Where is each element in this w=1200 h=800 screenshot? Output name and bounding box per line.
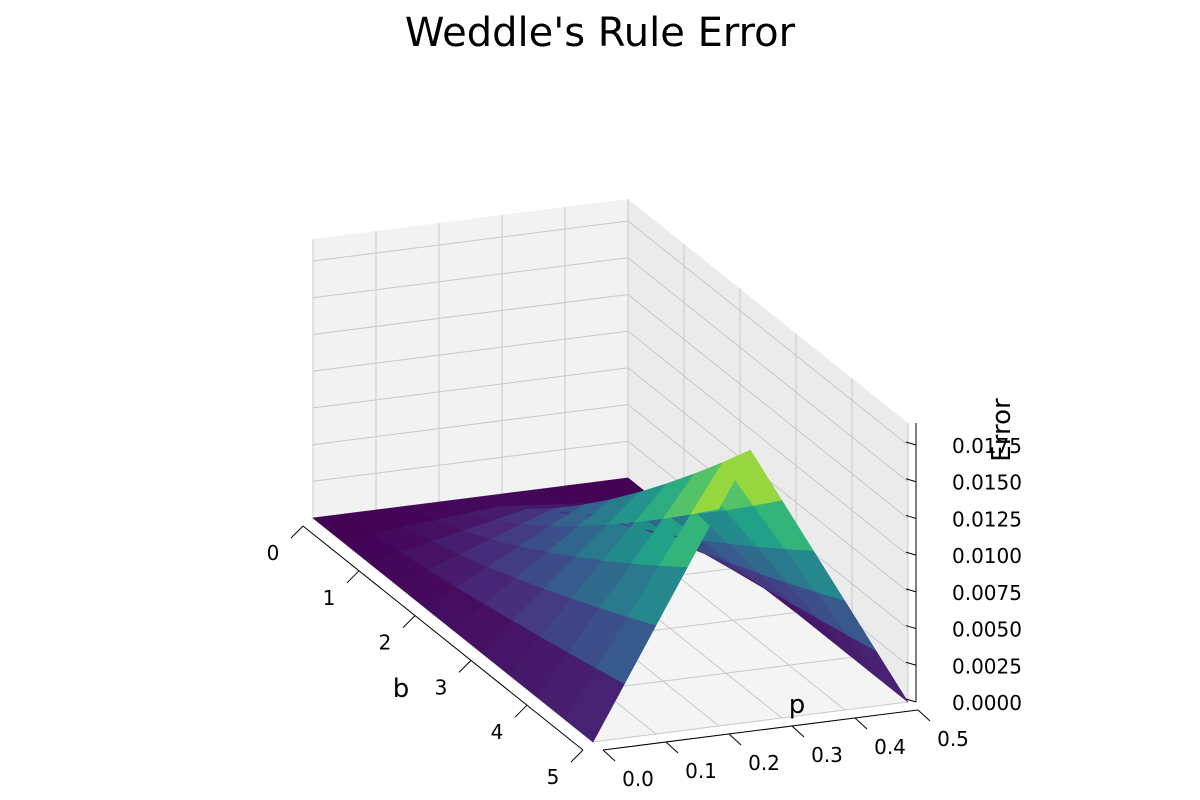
y-tick-mark (665, 741, 679, 754)
z-tick-mark (905, 625, 917, 630)
z-tick-mark (905, 478, 917, 483)
tick-marks (290, 441, 931, 763)
gridline-left-z (312, 404, 629, 446)
z-tick-mark (905, 551, 917, 556)
gridline-left-z (312, 293, 629, 335)
gridline-right-z (627, 330, 909, 556)
y-axis-line (602, 709, 919, 751)
pane-back-left (313, 199, 628, 518)
z-tick-label-2: 0.0050 (952, 618, 1022, 642)
x-tick-label-0: 0 (267, 541, 280, 565)
y-tick-label-5: 0.5 (937, 727, 969, 751)
error-surface (312, 449, 909, 743)
z-tick-label-0: 0.0000 (952, 691, 1022, 715)
z-tick-label-1: 0.0025 (952, 654, 1022, 678)
gridline-right-z (627, 294, 909, 519)
x-tick-label-4: 4 (491, 720, 504, 744)
y-tick-label-0: 0.0 (622, 767, 654, 791)
axis-lines (302, 423, 919, 751)
z-tick-mark (905, 661, 917, 666)
gridline-floor-b (592, 701, 909, 743)
z-tick-label-6: 0.0150 (952, 471, 1022, 495)
gridline-right-z (627, 257, 909, 483)
z-tick-label-5: 0.0125 (952, 507, 1022, 531)
gridline-left-z (312, 440, 629, 482)
z-tick-label-4: 0.0100 (952, 544, 1022, 568)
x-tick-mark (570, 749, 584, 763)
gridline-left-z (312, 367, 629, 409)
x-axis-label: b (393, 674, 410, 704)
y-tick-mark (917, 709, 931, 722)
z-tick-mark (905, 588, 917, 593)
x-tick-label-3: 3 (435, 675, 448, 699)
z-tick-label-3: 0.0075 (952, 581, 1022, 605)
tick-labels: 0 1 2 3 4 5 0.0 0.1 0.2 0.3 0.4 0.5 0.0000 0.0025 0.00… (267, 434, 1022, 791)
x-tick-mark (402, 615, 416, 628)
y-tick-label-2: 0.2 (748, 751, 780, 775)
x-tick-label-2: 2 (379, 631, 392, 655)
y-tick-label-4: 0.4 (874, 735, 906, 759)
x-tick-mark (290, 525, 304, 539)
gridline-left-z (312, 220, 629, 262)
z-tick-mark (905, 441, 917, 446)
y-tick-label-1: 0.1 (685, 759, 717, 783)
pane-back-right (628, 199, 908, 702)
surface-patch (848, 635, 909, 703)
z-tick-mark (905, 514, 917, 519)
x-axis-line (302, 525, 584, 751)
x-tick-label-1: 1 (323, 586, 336, 610)
x-tick-label-5: 5 (547, 765, 560, 789)
y-tick-mark (728, 733, 742, 746)
chart-title: Weddle's Rule Error (405, 10, 796, 56)
y-tick-mark (854, 717, 868, 730)
y-axis-label: p (789, 690, 806, 720)
y-tick-label-3: 0.3 (811, 743, 843, 767)
x-tick-mark (346, 570, 360, 584)
gridline-right-z (627, 220, 909, 446)
x-tick-mark (514, 704, 528, 718)
y-tick-mark (602, 749, 616, 762)
gridline-left-z (312, 257, 629, 299)
y-tick-mark (791, 725, 805, 738)
z-tick-mark (905, 698, 917, 703)
x-tick-mark (458, 660, 472, 673)
z-axis-label: Error (987, 398, 1017, 462)
z-tick-label-7: 0.0175 (952, 434, 1022, 458)
gridline-left-z (312, 330, 629, 372)
